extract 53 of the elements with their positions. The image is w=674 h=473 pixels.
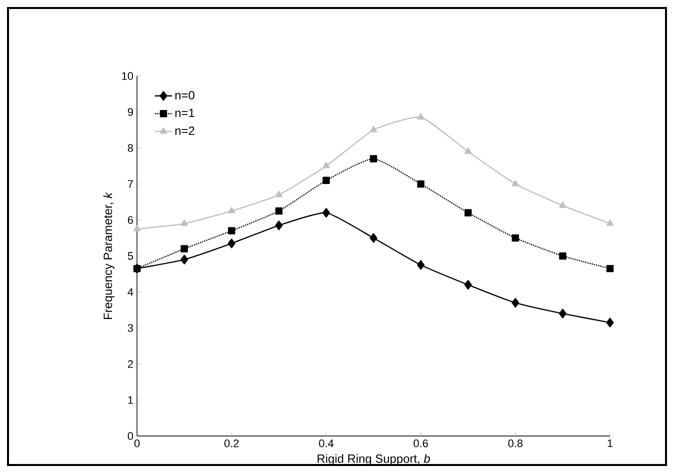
point xyxy=(180,220,188,226)
y-tick-label: 6 xyxy=(128,216,134,224)
y-tick-label: 7 xyxy=(128,180,133,188)
point xyxy=(180,254,188,264)
point xyxy=(559,202,566,208)
point xyxy=(417,260,425,270)
x-tick-label: 1 xyxy=(608,440,613,448)
y-tick-label: 2 xyxy=(128,360,133,368)
y-tick-label: 3 xyxy=(128,324,134,332)
point xyxy=(464,209,472,216)
point xyxy=(228,206,236,214)
y-tick-label: 10 xyxy=(122,72,134,80)
point xyxy=(370,126,378,132)
point xyxy=(275,207,283,215)
point xyxy=(370,233,378,243)
y-tick-label: 0 xyxy=(128,432,134,440)
point xyxy=(133,224,141,232)
point xyxy=(417,113,424,120)
point xyxy=(180,245,188,252)
point xyxy=(228,238,236,248)
legend-label: n=2 xyxy=(175,126,194,135)
point xyxy=(512,234,520,242)
point xyxy=(606,264,614,272)
point xyxy=(558,308,566,318)
x-tick-label: 0.4 xyxy=(319,440,334,448)
x-tick-label: 0.2 xyxy=(224,440,239,448)
legend-label: n=1 xyxy=(175,108,194,118)
point xyxy=(228,227,236,234)
point xyxy=(512,180,519,186)
point xyxy=(606,220,614,226)
point xyxy=(464,148,472,154)
point xyxy=(275,190,282,198)
y-tick-label: 1 xyxy=(128,396,133,404)
point xyxy=(464,280,472,290)
point xyxy=(417,180,424,188)
y-tick-label: 9 xyxy=(128,108,133,116)
point xyxy=(559,252,566,260)
x-tick-label: 0.8 xyxy=(508,440,523,448)
point xyxy=(512,298,520,308)
x-tick-label: 0.6 xyxy=(414,440,428,448)
y-tick-label: 4 xyxy=(128,288,134,296)
legend-label: n=0 xyxy=(175,90,194,100)
y-tick-label: 5 xyxy=(128,252,134,260)
point xyxy=(322,208,330,218)
point xyxy=(322,162,330,168)
x-axis-title: Rigid Ring Support, b xyxy=(318,454,430,466)
point xyxy=(370,155,378,162)
point xyxy=(322,176,330,184)
point xyxy=(275,220,283,230)
x-tick-label: 0 xyxy=(134,440,140,448)
y-tick-label: 8 xyxy=(128,144,134,152)
point xyxy=(606,318,614,328)
y-axis-title: Frequency Parameter, k xyxy=(103,192,114,320)
